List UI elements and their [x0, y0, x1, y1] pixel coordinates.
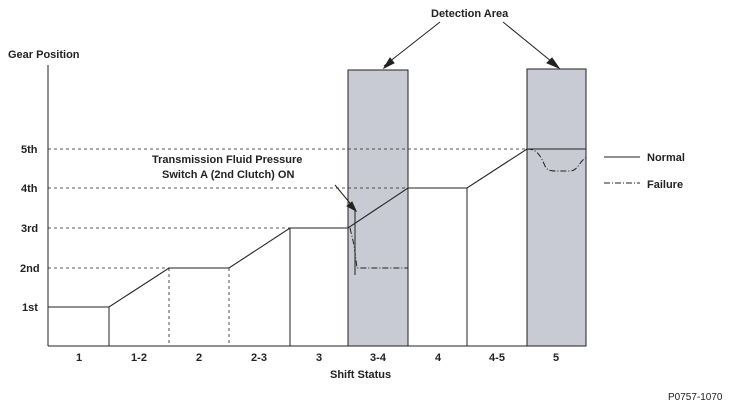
figure-code: P0757-1070 — [668, 392, 723, 403]
shift-dividers — [168, 268, 230, 346]
annotation-line-1: Transmission Fluid Pressure — [152, 154, 302, 166]
shift-label: 2 — [196, 352, 202, 364]
shift-label: 5 — [553, 352, 559, 364]
detection-area-label: Detection Area — [431, 8, 509, 20]
legend-failure-label: Failure — [647, 179, 683, 191]
detection-arrows — [382, 21, 561, 70]
gear-label: 2nd — [20, 263, 40, 275]
y-axis-title: Gear Position — [8, 49, 80, 61]
gear-label: 5th — [21, 144, 38, 156]
shift-label: 4 — [435, 352, 442, 364]
annotation-line-2: Switch A (2nd Clutch) ON — [162, 169, 294, 181]
failure-line-3-4 — [349, 227, 408, 269]
gear-gridlines — [48, 148, 527, 269]
x-axis-title: Shift Status — [330, 369, 391, 381]
gear-label: 3rd — [21, 223, 38, 235]
gear-label: 4th — [21, 183, 38, 195]
annotation-arrow — [334, 184, 358, 213]
legend-normal-label: Normal — [647, 152, 685, 164]
shift-solid-dividers — [108, 188, 468, 346]
shift-label: 1-2 — [131, 352, 147, 364]
gear-label: 1st — [22, 302, 38, 314]
shift-label: 3 — [316, 352, 322, 364]
shift-status-labels: 1 1-2 2 2-3 3 3-4 4 4-5 5 — [76, 352, 559, 364]
shift-label: 1 — [76, 352, 82, 364]
normal-line — [48, 148, 586, 308]
failure-line-5 — [526, 148, 587, 172]
shift-label: 2-3 — [251, 352, 267, 364]
shift-label: 3-4 — [370, 352, 387, 364]
shift-label: 4-5 — [489, 352, 505, 364]
detection-area-5 — [526, 68, 587, 347]
